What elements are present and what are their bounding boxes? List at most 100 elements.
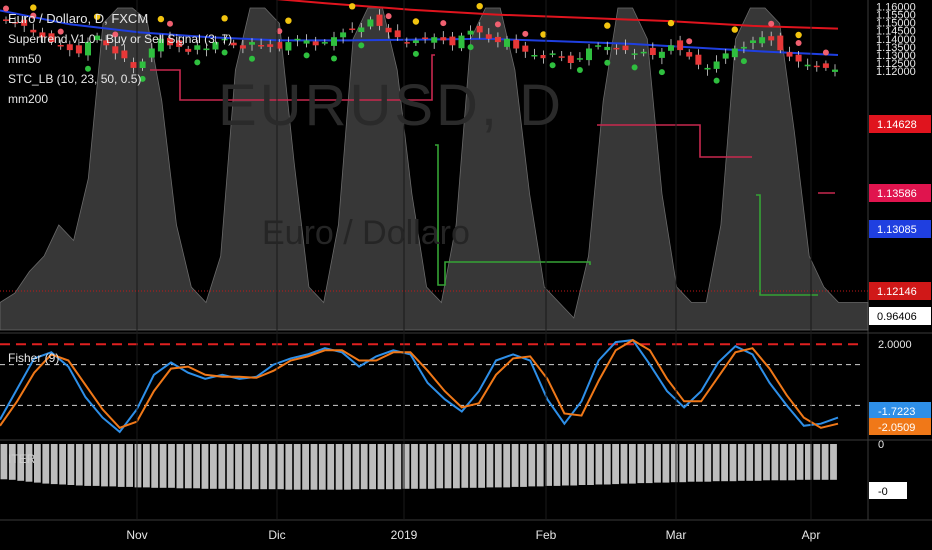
candle-body xyxy=(813,65,820,68)
iter-bar xyxy=(117,444,125,487)
candle-body xyxy=(476,25,483,33)
iter-bar xyxy=(486,444,494,488)
candle-body xyxy=(148,48,155,58)
iter-bar xyxy=(8,444,16,480)
iter-bar xyxy=(503,444,511,488)
price-label-box xyxy=(869,115,931,133)
candle-body xyxy=(713,61,720,69)
iter-bar xyxy=(25,444,33,482)
price-label-last_price: 1.12146 xyxy=(869,282,931,300)
iter-bar xyxy=(352,444,360,490)
candle-body xyxy=(276,42,283,49)
iter-bar xyxy=(143,444,150,488)
candle-body xyxy=(331,37,337,46)
iter-bar xyxy=(687,444,695,482)
iter-bar xyxy=(478,444,485,488)
signal-dot xyxy=(385,13,392,20)
signal-dot xyxy=(576,67,583,73)
fisher-last-box xyxy=(869,402,931,419)
candle-body xyxy=(367,19,374,27)
iter-bar xyxy=(386,444,393,490)
candle-body xyxy=(494,36,501,43)
signal-dot xyxy=(731,26,738,33)
candle-body xyxy=(485,34,492,39)
iter-bar xyxy=(620,444,628,484)
time-tick-label: 2019 xyxy=(391,528,418,542)
iter-bar xyxy=(251,444,259,490)
signal-dot xyxy=(795,31,802,39)
candle-body xyxy=(30,29,37,33)
iter-bar xyxy=(0,444,8,480)
candle-body xyxy=(176,40,183,47)
iter-bar xyxy=(411,444,418,489)
iter-bar xyxy=(235,444,242,490)
candle-body xyxy=(121,50,128,59)
iter-bar xyxy=(788,444,795,481)
price-tick-label: 1.12000 xyxy=(876,66,916,78)
candle-body xyxy=(586,48,592,61)
legend-stc[interactable]: STC_LB (10, 23, 50, 0.5) xyxy=(8,72,142,86)
signal-dot xyxy=(549,62,556,69)
iter-bar xyxy=(277,444,284,490)
candle-body xyxy=(440,37,447,41)
candle-body xyxy=(267,44,274,47)
signal-dot xyxy=(157,15,165,23)
iter-bar xyxy=(805,444,812,480)
ma200-line xyxy=(275,0,839,30)
iter-title[interactable]: ITER xyxy=(8,452,36,466)
legend-supertrend[interactable]: Supertrend V1.0 - Buy or Sell Signal (3,… xyxy=(8,32,233,46)
signal-dot xyxy=(494,21,501,28)
candle-body xyxy=(394,30,401,38)
candle-body xyxy=(740,46,747,49)
iter-bar xyxy=(436,444,444,489)
iter-bar xyxy=(168,444,175,488)
signal-dot xyxy=(658,69,665,76)
iter-bar xyxy=(779,444,787,481)
price-tick-label: 1.12500 xyxy=(876,58,916,70)
price-label-box xyxy=(869,307,931,325)
price-tick-label: 1.13500 xyxy=(876,42,916,54)
candle-body xyxy=(12,22,19,24)
iter-bar xyxy=(59,444,66,485)
legend-mm50[interactable]: mm50 xyxy=(8,52,42,66)
legend-mm200[interactable]: mm200 xyxy=(8,92,49,106)
signal-dot xyxy=(604,22,611,29)
iter-bar xyxy=(830,444,837,480)
candle-body xyxy=(112,46,119,54)
fisher-series-0 xyxy=(0,339,839,434)
iter-last-label: -0 xyxy=(878,486,888,498)
iter-bar xyxy=(813,444,821,480)
candle-body xyxy=(130,62,137,68)
iter-bar xyxy=(536,444,544,487)
candle-body xyxy=(458,35,465,49)
candle-body xyxy=(704,67,711,70)
iter-bar xyxy=(335,444,343,490)
price-label-box xyxy=(869,282,931,300)
candle-body xyxy=(185,48,192,52)
signal-dot xyxy=(3,5,9,12)
candle-body xyxy=(631,53,638,55)
candle-body xyxy=(376,14,383,26)
candle-body xyxy=(194,45,201,50)
signal-dot xyxy=(349,3,356,10)
iter-bar xyxy=(696,444,703,482)
price-label-box xyxy=(869,220,931,238)
candle-body xyxy=(622,45,629,51)
iter-bar xyxy=(444,444,452,489)
candle-body xyxy=(103,40,110,46)
candle-body xyxy=(722,53,729,59)
iter-bar xyxy=(595,444,603,485)
candle-body xyxy=(167,37,173,46)
candle-body xyxy=(21,19,28,26)
iter-bar xyxy=(763,444,770,481)
iter-bar xyxy=(377,444,385,490)
signal-dot xyxy=(822,49,829,56)
signal-dot xyxy=(467,44,474,51)
candle-body xyxy=(85,42,91,56)
fisher-title[interactable]: Fisher (9) xyxy=(8,351,60,365)
name-watermark: Euro / Dollaro xyxy=(262,214,470,252)
chart-title: Euro / Dollaro, D, FXCM xyxy=(8,11,149,26)
iter-bar xyxy=(394,444,402,490)
iter-bar xyxy=(42,444,50,484)
